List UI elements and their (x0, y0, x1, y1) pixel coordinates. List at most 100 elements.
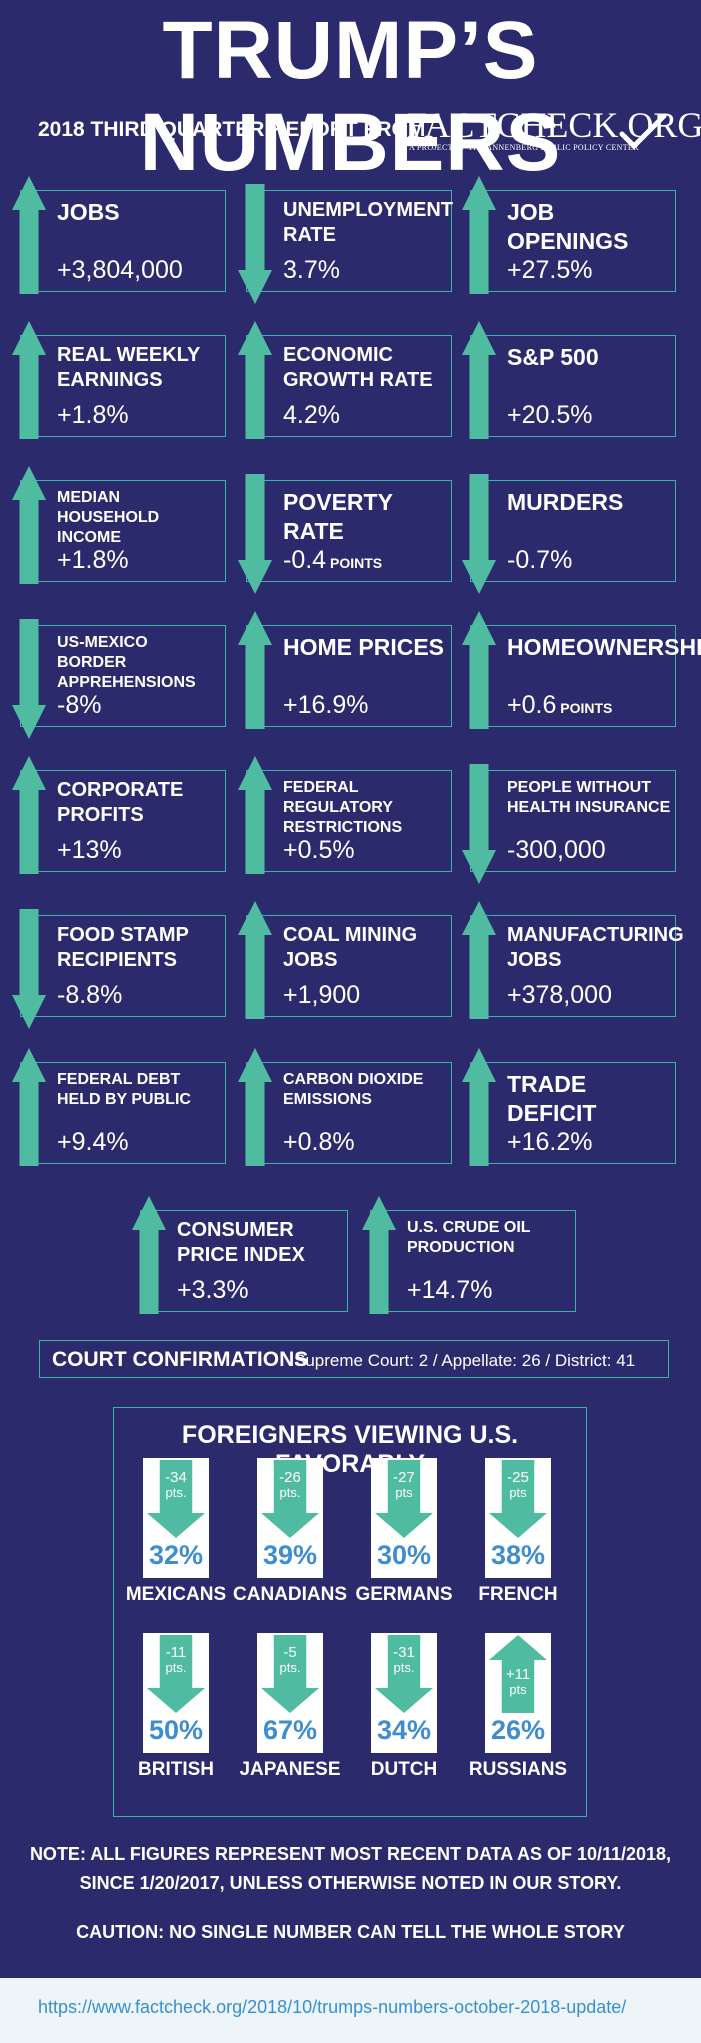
arrow-down-icon (375, 1635, 433, 1713)
metric-label: TRADE DEFICIT (507, 1071, 597, 1126)
metric-label: POVERTY RATE (283, 489, 393, 544)
metric-label: HOMEOWNERSHIP (507, 634, 701, 660)
metric-label: FEDERAL DEBT HELD BY PUBLIC (57, 1071, 191, 1108)
metric-value-number: -0.4 (283, 546, 327, 574)
metric-value: +1.8% (57, 401, 129, 430)
metric-value-number: -8% (57, 691, 102, 719)
favorability-percent: 39% (262, 1540, 318, 1570)
metric-value-number: +16.9% (283, 691, 369, 719)
arrow-up-icon (238, 901, 272, 1019)
favorability-change-unit: pts (509, 1485, 527, 1500)
caution-text: CAUTION: NO SINGLE NUMBER CAN TELL THE W… (76, 1922, 625, 1942)
metric-value-unit: POINTS (556, 700, 613, 716)
report-subtitle: 2018 THIRD QUARTER REPORT FROM (38, 118, 426, 141)
arrow-down-icon (238, 184, 272, 304)
metric-value: +3,804,000 (57, 256, 183, 285)
metric-value: -8% (57, 691, 101, 720)
court-confirmations-label: COURT CONFIRMATIONS (52, 1348, 309, 1371)
metric-value-number: +0.6 (507, 691, 557, 719)
favorability-change-value: -11 (165, 1644, 187, 1661)
metric-label: MANUFACTURING JOBS (507, 924, 684, 971)
favorability-change-value: -25 (507, 1469, 529, 1486)
arrow-up-icon (238, 611, 272, 729)
favorability-change-unit: pts. (279, 1485, 301, 1500)
metric-label: JOBS (57, 199, 120, 225)
arrow-up-icon (362, 1196, 396, 1314)
metric-label: U.S. CRUDE OIL PRODUCTION (407, 1219, 531, 1256)
court-confirmations-box (39, 1340, 669, 1378)
metric-value-number: 3.7% (283, 256, 340, 284)
metric-value-number: 4.2% (283, 401, 340, 429)
metric-value: +0.8% (283, 1128, 355, 1157)
arrow-down-icon (489, 1460, 547, 1538)
metric-value-number: -0.7% (507, 546, 573, 574)
footer-bar (0, 1978, 701, 2043)
metric-value-number: +16.2% (507, 1128, 593, 1156)
favorability-change: +11 pts (485, 1667, 551, 1697)
metric-value: +3.3% (177, 1276, 249, 1305)
metric-value-number: +20.5% (507, 401, 593, 429)
metric-value-number: -300,000 (507, 836, 606, 864)
arrow-up-icon (238, 756, 272, 874)
arrow-down-icon (147, 1635, 205, 1713)
arrow-up-icon (238, 321, 272, 439)
note-text: NOTE: ALL FIGURES REPRESENT MOST RECENT … (0, 1840, 701, 1898)
metric-value: +0.5% (283, 836, 355, 865)
favorability-change-unit: pts (509, 1682, 527, 1697)
favorability-percent: 26% (490, 1715, 546, 1745)
metric-value-number: +1,900 (283, 981, 361, 1009)
favorability-percent: 32% (148, 1540, 204, 1570)
metric-label: FOOD STAMP RECIPIENTS (57, 924, 189, 971)
favorability-country: RUSSIANS (468, 1759, 568, 1780)
arrow-down-icon (462, 764, 496, 884)
metric-value-number: +1.8% (57, 546, 129, 574)
metric-value: -300,000 (507, 836, 606, 865)
metric-label: CONSUMER PRICE INDEX (177, 1219, 305, 1266)
favorability-change: -11 pts. (143, 1645, 209, 1675)
metric-value-number: +1.8% (57, 401, 129, 429)
favorability-change: -25 pts (485, 1470, 551, 1500)
metric-value: +378,000 (507, 981, 612, 1010)
arrow-up-icon (12, 1048, 46, 1166)
metric-value-number: +378,000 (507, 981, 612, 1009)
favorability-change: -5 pts. (257, 1645, 323, 1675)
metric-value-number: +0.8% (283, 1128, 355, 1156)
note-line-1: NOTE: ALL FIGURES REPRESENT MOST RECENT … (29, 1844, 672, 1864)
metric-value: -0.4 POINTS (283, 546, 382, 575)
court-confirmations-detail: Supreme Court: 2 / Appellate: 26 / Distr… (294, 1351, 636, 1370)
metric-value-number: -8.8% (57, 981, 123, 1009)
favorability-change-value: -27 (393, 1469, 415, 1486)
source-link[interactable]: https://www.factcheck.org/2018/10/trumps… (38, 1997, 627, 2017)
metric-value: +14.7% (407, 1276, 493, 1305)
arrow-down-icon (12, 909, 46, 1029)
metric-value: +20.5% (507, 401, 593, 430)
metric-label: PEOPLE WITHOUT HEALTH INSURANCE (507, 779, 671, 816)
favorability-percent: 38% (490, 1540, 546, 1570)
favorability-change-unit: pts. (165, 1485, 187, 1500)
metric-label: COAL MINING JOBS (283, 924, 418, 971)
arrow-up-icon (489, 1635, 547, 1713)
favorability-country: GERMANS (355, 1584, 453, 1605)
favorability-country: BRITISH (138, 1759, 214, 1780)
metric-label: JOB OPENINGS (507, 199, 629, 254)
metric-label: UNEMPLOYMENT RATE (283, 199, 453, 246)
metric-value-number: +3.3% (177, 1276, 249, 1304)
metric-label: HOME PRICES (283, 634, 445, 660)
arrow-up-icon (462, 901, 496, 1019)
metric-value: +9.4% (57, 1128, 129, 1157)
metric-value-number: +0.5% (283, 836, 355, 864)
favorability-percent: 50% (148, 1715, 204, 1745)
arrow-up-icon (132, 1196, 166, 1314)
arrow-down-icon (462, 474, 496, 594)
favorability-change-unit: pts. (393, 1660, 415, 1675)
favorability-country: MEXICANS (125, 1584, 227, 1605)
favorability-change: -27 pts (371, 1470, 437, 1500)
metric-value-number: +9.4% (57, 1128, 129, 1156)
favorability-change-value: -31 (393, 1644, 415, 1661)
favorability-change-unit: pts. (165, 1660, 187, 1675)
metric-value: +13% (57, 836, 122, 865)
page-title: TRUMP’S NUMBERS (139, 5, 562, 188)
metric-value-number: +13% (57, 836, 122, 864)
metric-label: REAL WEEKLY EARNINGS (57, 344, 200, 391)
arrow-up-icon (462, 321, 496, 439)
